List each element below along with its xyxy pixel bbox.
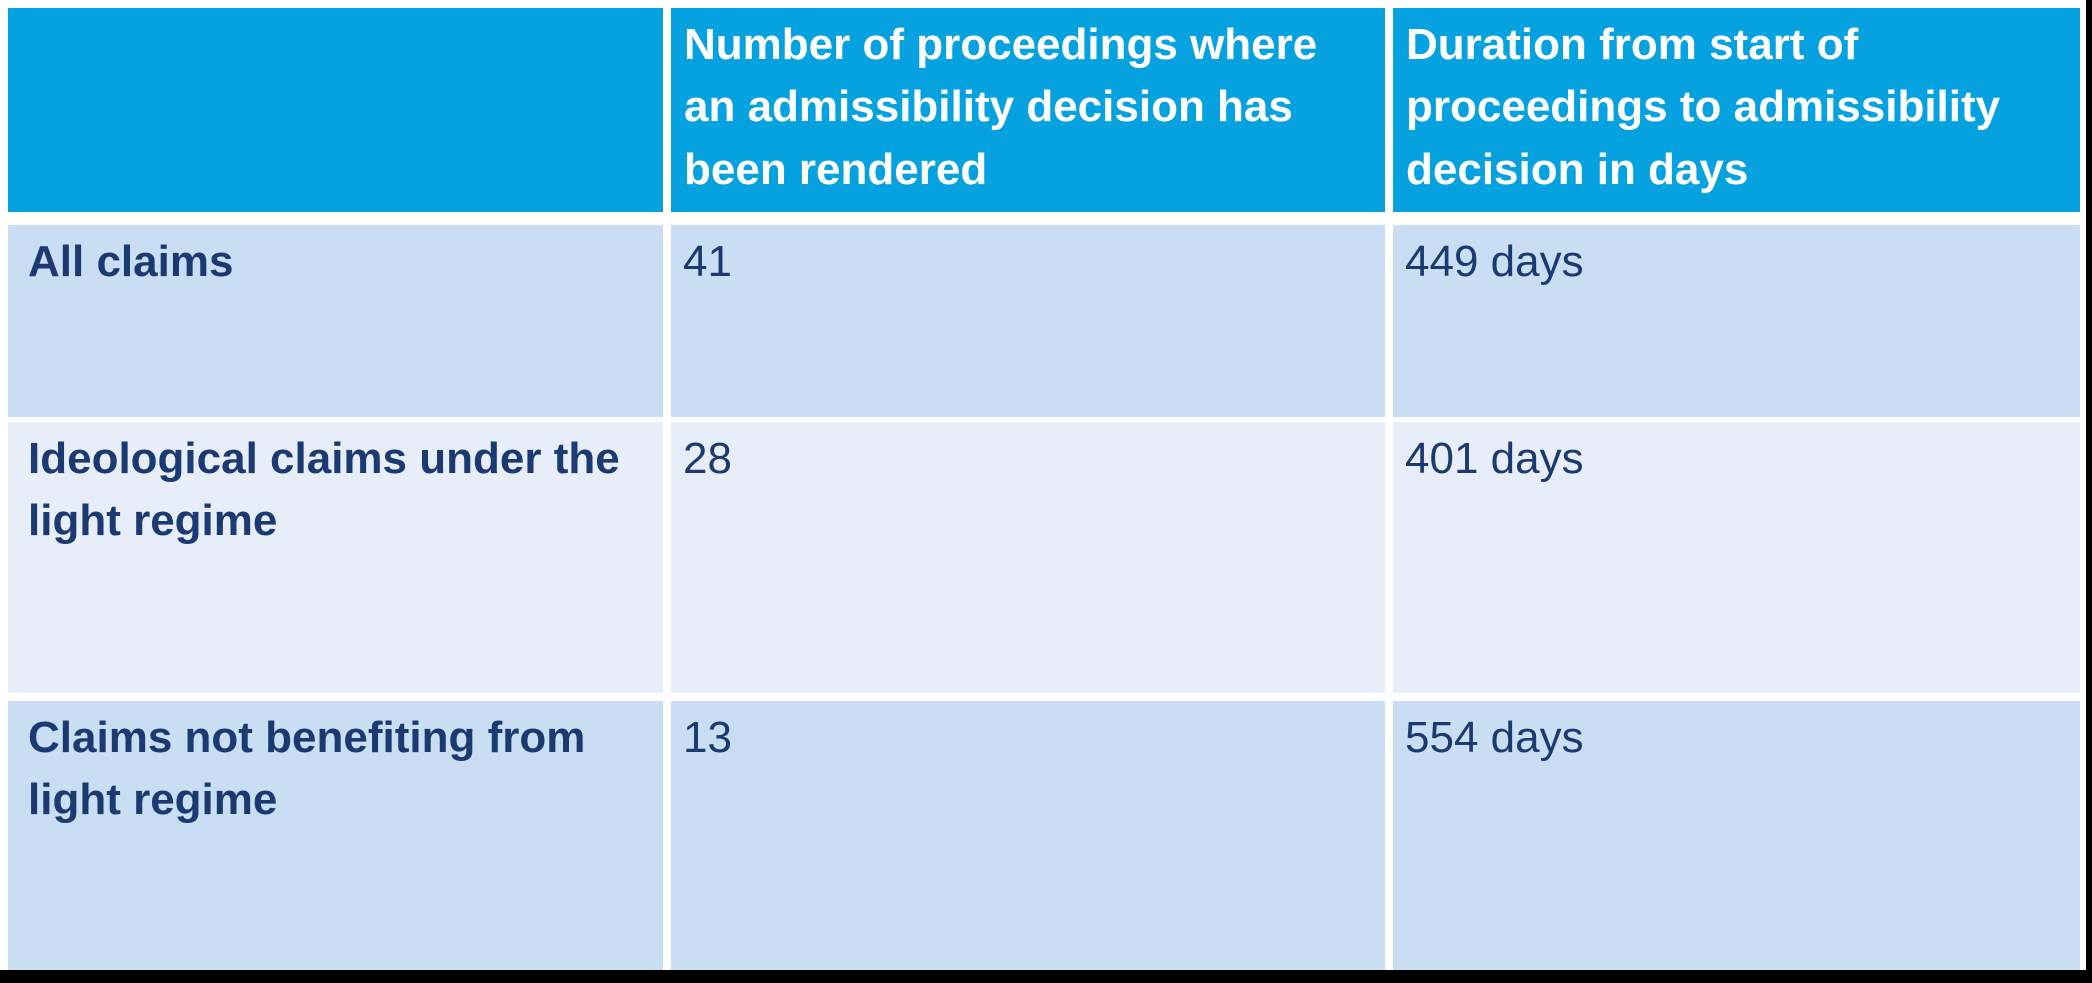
row-label: Claims not benefiting from light regime — [8, 701, 663, 971]
bottom-letterbox-bar — [0, 970, 2092, 983]
proceedings-value: 28 — [671, 422, 1385, 693]
row-label: Ideological claims under the light regim… — [8, 422, 663, 693]
duration-value: 449 days — [1393, 225, 2080, 417]
header-proceedings-count: Number of proceedings where an admissibi… — [671, 8, 1385, 212]
header-empty-cell — [8, 8, 663, 212]
table-header-row: Number of proceedings where an admissibi… — [8, 8, 2080, 212]
admissibility-decisions-table: Number of proceedings where an admissibi… — [8, 8, 2080, 971]
table-row: Claims not benefiting from light regime … — [8, 701, 2080, 971]
duration-value: 554 days — [1393, 701, 2080, 971]
right-letterbox-bar — [2086, 0, 2092, 983]
table-row: All claims 41 449 days — [8, 225, 2080, 417]
proceedings-value: 13 — [671, 701, 1385, 971]
duration-value: 401 days — [1393, 422, 2080, 693]
table-row: Ideological claims under the light regim… — [8, 422, 2080, 693]
proceedings-value: 41 — [671, 225, 1385, 417]
row-label: All claims — [8, 225, 663, 417]
header-duration-days: Duration from start of proceedings to ad… — [1393, 8, 2080, 212]
